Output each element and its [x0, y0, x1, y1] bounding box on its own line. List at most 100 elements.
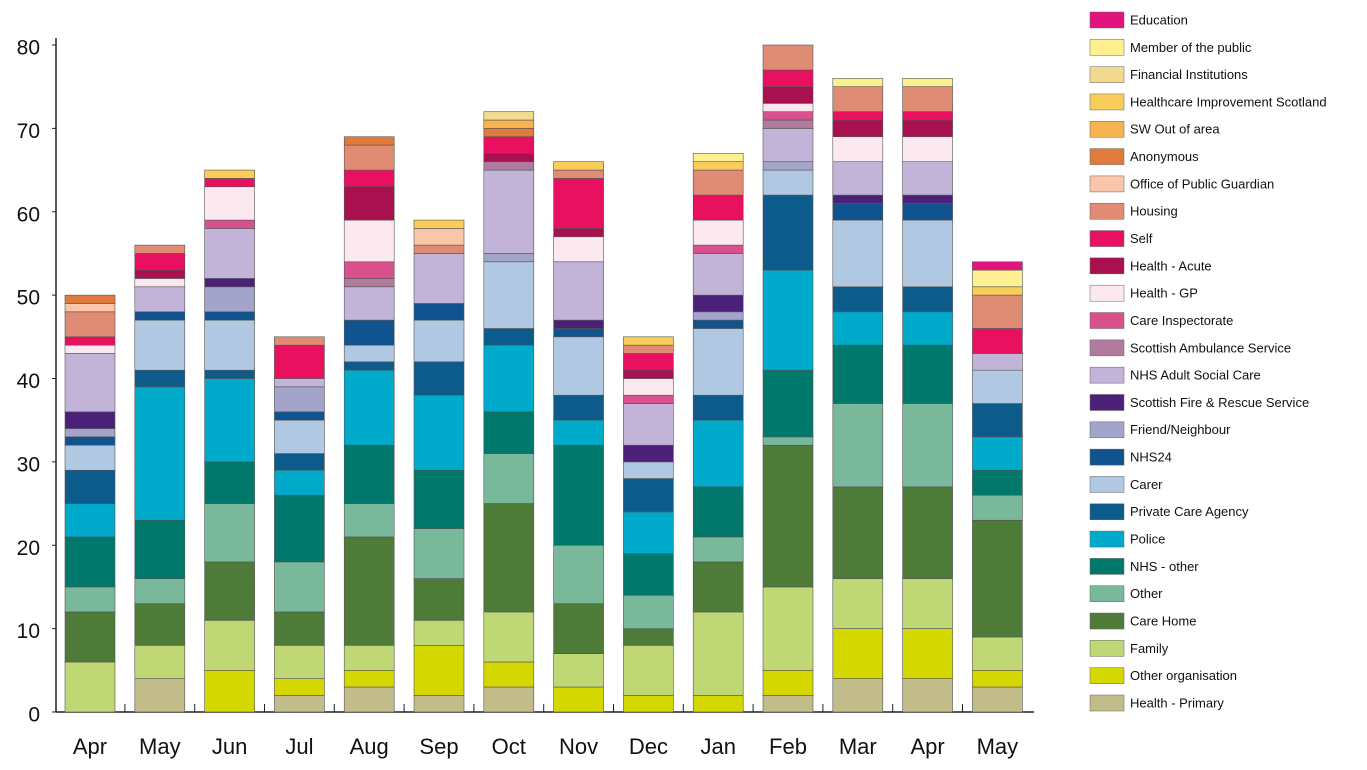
bar-segment: [902, 119, 953, 138]
bar-segment: [692, 486, 744, 538]
bar-segment: [343, 644, 395, 671]
bar-segment: [902, 286, 953, 313]
bar-segment: [204, 369, 255, 379]
bar-segment: [553, 653, 604, 688]
bar-segment: [483, 328, 535, 346]
bar-segment: [762, 444, 814, 588]
bar-segment: [204, 169, 255, 179]
legend-swatch: [1089, 394, 1125, 411]
bar-segment: [692, 169, 744, 196]
bar-segment: [64, 436, 116, 446]
bar-segment: [623, 644, 674, 696]
bar-segment: [623, 461, 674, 479]
legend-label: Scottish Ambulance Service: [1130, 340, 1291, 355]
legend-swatch: [1089, 339, 1125, 357]
bar-segment: [483, 411, 535, 454]
bar-segment: [553, 261, 604, 321]
bar-segment: [902, 344, 953, 404]
bar-segment: [413, 394, 465, 471]
legend-label: Scottish Fire & Rescue Service: [1130, 395, 1309, 410]
y-tick-label: 10: [17, 620, 40, 643]
legend-label: Health - Acute: [1130, 258, 1212, 273]
bar-segment: [832, 403, 884, 488]
bar-segment: [972, 369, 1023, 404]
bar-segment: [483, 153, 535, 163]
bar-segment: [972, 670, 1023, 688]
bar-segment: [274, 411, 325, 421]
bar-segment: [762, 269, 814, 371]
bar-segment: [692, 695, 744, 713]
bar-segment: [413, 319, 465, 363]
bar-segment: [553, 444, 604, 546]
bar-segment: [972, 286, 1023, 296]
y-tick-label: 80: [17, 37, 40, 60]
bar-segment: [274, 644, 325, 679]
bar-segment: [483, 119, 535, 129]
bar-segment: [762, 161, 814, 171]
y-tick-label: 60: [17, 203, 40, 226]
bar-segment: [902, 578, 953, 629]
bar-segment: [832, 344, 884, 404]
bar-segment: [553, 236, 604, 263]
bar-segment: [134, 269, 186, 279]
bar-segment: [623, 403, 674, 446]
bar-segment: [762, 369, 814, 438]
x-tick-label: Apr: [73, 734, 107, 759]
bar-segment: [274, 494, 325, 563]
bar-segment: [692, 153, 744, 163]
bar-segment: [553, 603, 604, 654]
bar-segment: [204, 378, 255, 463]
bar-segment: [413, 578, 465, 621]
y-tick-label: 0: [28, 704, 40, 727]
bar-segment: [553, 394, 604, 421]
bar-segment: [343, 319, 395, 346]
bar-segment: [483, 661, 535, 688]
bar-segment: [692, 219, 744, 246]
bar-segment: [483, 503, 535, 613]
legend-label: Care Inspectorate: [1130, 313, 1233, 328]
bar-segment: [902, 111, 953, 121]
legend-label: NHS - other: [1130, 559, 1199, 574]
bar-segment: [204, 228, 255, 279]
bar-segment: [692, 244, 744, 254]
bar-segment: [623, 336, 674, 346]
bar-segment: [762, 194, 814, 271]
bar-segment: [902, 311, 953, 346]
legend-swatch: [1089, 585, 1125, 602]
bar-segment: [972, 686, 1023, 713]
bar-segment: [343, 344, 395, 363]
bar-segment: [692, 561, 744, 613]
bar-segment: [274, 561, 325, 613]
bar-segment: [692, 611, 744, 696]
bar-segment: [623, 628, 674, 646]
legend-label: Private Care Agency: [1130, 504, 1249, 519]
bar-segment: [762, 69, 814, 87]
bar-segment: [902, 628, 953, 679]
legend-label: Healthcare Improvement Scotland: [1130, 94, 1327, 109]
legend-swatch: [1089, 284, 1125, 302]
bar-segment: [692, 536, 744, 563]
bar-segment: [64, 661, 116, 713]
bar-segment: [483, 344, 535, 413]
bar-segment: [343, 219, 395, 263]
bar-segment: [413, 361, 465, 396]
legend-label: NHS Adult Social Care: [1130, 368, 1261, 383]
bar-segment: [902, 678, 953, 713]
bar-segment: [623, 444, 674, 463]
bar-segment: [553, 686, 604, 713]
legend-label: SW Out of area: [1130, 122, 1220, 137]
bar-segment: [64, 469, 116, 504]
bar-segment: [902, 194, 953, 204]
bar-segment: [204, 503, 255, 563]
bar-segment: [64, 311, 116, 338]
bar-segment: [832, 161, 884, 196]
bar-segment: [64, 428, 116, 438]
bar-segment: [64, 586, 116, 613]
x-tick-label: Nov: [559, 734, 598, 759]
bar-segment: [134, 253, 186, 271]
bar-segment: [832, 203, 884, 221]
bar-segment: [832, 311, 884, 346]
bar-segment: [483, 686, 535, 713]
bar-segment: [832, 678, 884, 713]
